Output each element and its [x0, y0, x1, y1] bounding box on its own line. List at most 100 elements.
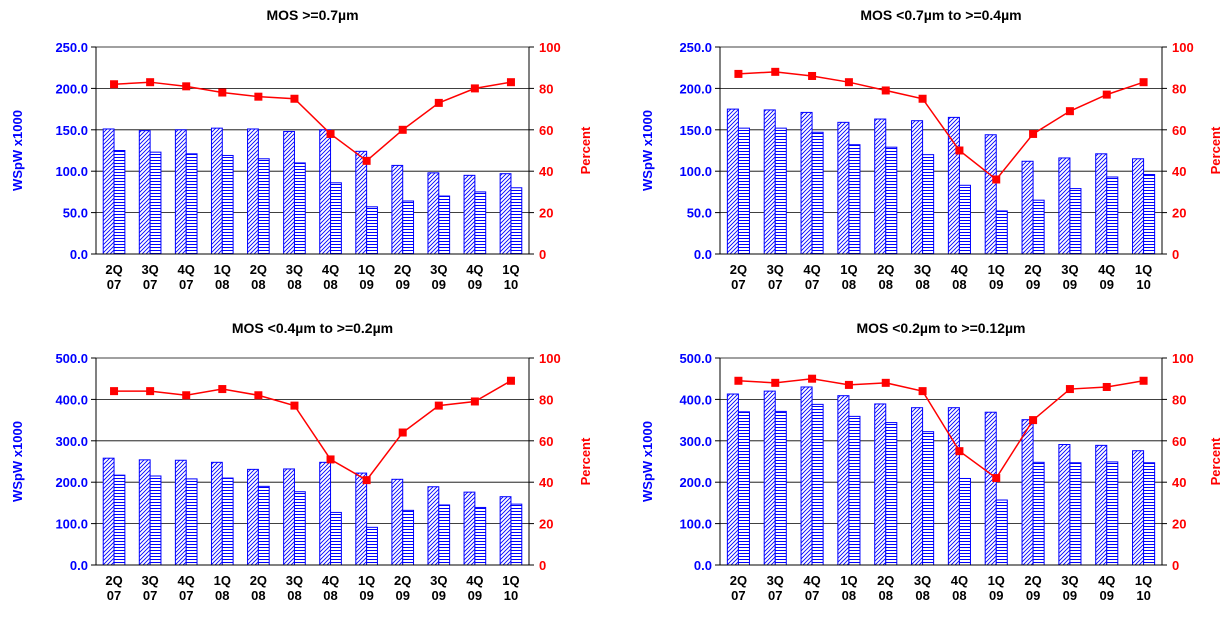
bar	[366, 526, 378, 566]
x-tick-label: 2Q 08	[877, 262, 894, 292]
bar	[726, 108, 739, 255]
y-axis-label: WSpW x1000	[10, 421, 25, 502]
bar	[210, 461, 223, 566]
bar	[1032, 461, 1045, 566]
bar	[402, 509, 415, 566]
x-tick-label: 4Q 08	[322, 262, 339, 292]
bar	[1132, 450, 1145, 566]
x-tick-label-line: 07	[179, 588, 193, 603]
x-tick-label: 3Q 07	[767, 262, 784, 292]
bar	[499, 173, 512, 255]
bar	[102, 128, 115, 255]
series-marker	[362, 476, 371, 485]
x-tick-label-line: 4Q	[322, 573, 339, 588]
bar	[113, 474, 126, 566]
x-tick-label: 3Q 08	[914, 262, 931, 292]
bar	[283, 130, 295, 255]
x-tick-label-line: 07	[143, 588, 157, 603]
x-tick-label-line: 09	[432, 277, 446, 292]
y-tick-label: 0.0	[70, 558, 88, 573]
bar	[174, 129, 187, 255]
y2-tick-label: 80	[1172, 81, 1186, 96]
y-tick-label: 100.0	[679, 517, 712, 532]
x-tick-label-line: 09	[1063, 277, 1077, 292]
x-tick-label-line: 4Q	[322, 262, 339, 277]
bar	[474, 191, 487, 255]
y2-tick-label: 60	[539, 123, 553, 138]
y2-tick-label: 0	[539, 558, 546, 573]
bar	[319, 129, 332, 255]
bar	[185, 153, 198, 255]
x-tick-label-line: 2Q	[394, 262, 411, 277]
y-tick-label: 0.0	[694, 247, 712, 262]
bar	[402, 200, 415, 255]
bar	[221, 477, 234, 566]
x-tick-label: 1Q 09	[988, 262, 1005, 292]
x-tick-label-line: 2Q	[1024, 573, 1041, 588]
y-tick-label: 100.0	[55, 517, 88, 532]
x-tick-label: 4Q 07	[178, 573, 195, 603]
x-tick-label: 1Q 08	[840, 573, 857, 603]
x-tick-label: 4Q 08	[322, 573, 339, 603]
bar	[438, 504, 451, 566]
x-tick-label-line: 08	[251, 588, 265, 603]
x-tick-label-line: 2Q	[877, 262, 894, 277]
bar	[811, 403, 824, 566]
bar	[800, 386, 813, 566]
x-tick-label-line: 08	[842, 277, 856, 292]
series-marker	[218, 88, 227, 97]
x-tick-label-line: 1Q	[1135, 262, 1152, 277]
bar	[510, 187, 523, 255]
bar	[174, 459, 187, 566]
bar	[947, 407, 960, 566]
series-marker	[110, 80, 119, 89]
series-marker	[918, 94, 927, 103]
series-marker	[1029, 416, 1038, 425]
x-tick-label-line: 09	[1063, 588, 1077, 603]
x-tick-label: 1Q 09	[358, 573, 375, 603]
x-tick-label: 2Q 08	[250, 573, 267, 603]
bar	[922, 431, 935, 566]
x-tick-label-line: 4Q	[803, 262, 820, 277]
y-tick-label: 200.0	[55, 81, 88, 96]
bar	[774, 127, 787, 255]
x-tick-label: 3Q 07	[141, 262, 158, 292]
bar	[257, 158, 270, 255]
x-tick-label-line: 08	[879, 277, 893, 292]
bar	[138, 459, 151, 566]
bar	[848, 415, 861, 566]
y-tick-label: 200.0	[679, 475, 712, 490]
x-tick-label-line: 08	[879, 588, 893, 603]
y2-tick-label: 40	[1172, 475, 1186, 490]
bar	[737, 127, 750, 255]
y-tick-label: 400.0	[679, 392, 712, 407]
bar	[330, 511, 342, 566]
y-tick-label: 100.0	[55, 164, 88, 179]
x-tick-label: 4Q 07	[803, 262, 820, 292]
series-marker	[992, 474, 1001, 483]
bar	[1106, 461, 1119, 566]
series-line	[738, 71, 1144, 181]
series-marker	[1029, 129, 1038, 138]
x-tick-label: 3Q 09	[430, 262, 447, 292]
bar	[995, 210, 1008, 255]
bar	[737, 411, 750, 566]
x-tick-label: 3Q 07	[767, 573, 784, 603]
x-tick-label-line: 4Q	[178, 262, 195, 277]
bar	[257, 485, 270, 566]
x-tick-label-line: 08	[287, 277, 301, 292]
x-tick-label-line: 1Q	[988, 262, 1005, 277]
x-tick-label-line: 2Q	[877, 573, 894, 588]
chart-panel-1: MOS >=0.7µm 0.0 50.0 100.0 150.0 200.0 250.0 0 2…	[10, 7, 593, 292]
series-marker	[470, 84, 479, 93]
x-tick-label-line: 09	[1026, 277, 1040, 292]
x-tick-label-line: 08	[952, 588, 966, 603]
y2-tick-label: 60	[539, 434, 553, 449]
y-tick-label: 500.0	[679, 351, 712, 366]
bar	[293, 162, 306, 255]
y2-axis-label: Percent	[578, 437, 593, 485]
series-marker	[398, 125, 407, 134]
bar	[958, 184, 971, 255]
series-marker	[254, 391, 263, 400]
x-tick-label-line: 2Q	[250, 262, 267, 277]
